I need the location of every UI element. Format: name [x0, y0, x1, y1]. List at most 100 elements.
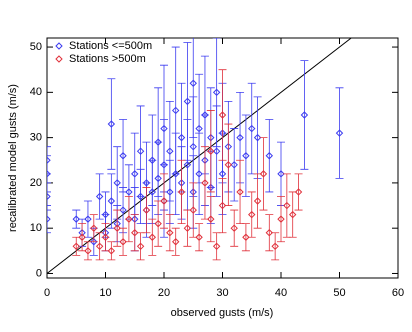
error-bar [335, 87, 344, 179]
data-point [90, 238, 98, 246]
error-bar [230, 128, 239, 202]
data-point [148, 188, 157, 196]
y-tick-label: 40 [30, 86, 42, 98]
data-point [101, 210, 110, 219]
error-bar [142, 187, 151, 234]
error-bar [47, 182, 51, 211]
data-point [271, 242, 279, 251]
error-bar [265, 214, 274, 252]
x-tick-label: 20 [158, 287, 170, 299]
data-point [47, 192, 51, 201]
data-point [78, 233, 86, 241]
data-point [212, 242, 221, 251]
data-point [253, 133, 262, 142]
data-point [113, 224, 121, 232]
data-point [101, 233, 110, 241]
data-point [90, 224, 98, 232]
data-point [119, 152, 127, 160]
data-point [95, 242, 104, 251]
data-point [131, 170, 139, 178]
data-point [154, 138, 162, 146]
legend-label: Stations >500m [69, 53, 146, 65]
data-point [84, 247, 92, 255]
data-point [248, 210, 256, 219]
error-bar [148, 218, 157, 256]
data-point [177, 188, 186, 196]
data-point [218, 111, 227, 119]
error-bar [154, 87, 163, 197]
data-point [171, 106, 180, 115]
data-point [259, 170, 268, 178]
data-point [166, 147, 174, 155]
x-tick-label: 10 [99, 287, 111, 299]
data-point [119, 206, 127, 214]
error-bar [265, 119, 274, 193]
data-point [72, 215, 80, 223]
legend-marker [55, 42, 63, 50]
error-bar [113, 209, 122, 247]
data-point [218, 170, 227, 178]
data-point [160, 161, 168, 169]
data-point [142, 179, 151, 187]
error-bar [300, 60, 309, 170]
data-point [95, 192, 104, 201]
data-point [154, 219, 162, 228]
data-point [277, 215, 285, 223]
data-point [283, 201, 291, 210]
data-point [218, 201, 227, 210]
data-point [195, 170, 203, 178]
data-point [171, 238, 180, 246]
error-bar [230, 209, 239, 247]
data-point [230, 224, 238, 232]
error-bar [130, 214, 139, 252]
x-tick-label: 40 [275, 287, 287, 299]
data-point [189, 206, 197, 214]
data-point [242, 152, 250, 160]
data-point [230, 161, 238, 169]
x-tick-label: 30 [216, 287, 228, 299]
data-point [84, 215, 92, 223]
y-tick-label: 30 [30, 132, 42, 144]
error-bar [277, 196, 285, 243]
error-bar [95, 232, 104, 261]
data-point [207, 215, 215, 223]
error-bar [177, 159, 186, 225]
data-point [107, 197, 116, 205]
data-point [107, 247, 116, 255]
y-tick-label: 20 [30, 177, 42, 189]
data-point [195, 124, 203, 133]
data-point [148, 156, 157, 164]
x-axis-label: observed gusts (m/s) [171, 307, 274, 319]
data-point [160, 197, 168, 205]
data-point [212, 147, 221, 155]
data-point [154, 174, 162, 183]
y-axis-label: recalibrated model gusts (m/s) [7, 84, 19, 232]
error-bar [148, 114, 157, 206]
legend-marker [55, 55, 63, 63]
y-tick-label: 0 [36, 267, 42, 279]
error-bar [294, 173, 303, 211]
data-point [119, 238, 127, 246]
data-point [212, 88, 221, 97]
error-bar [165, 214, 174, 252]
data-point [136, 147, 145, 155]
error-bar [72, 209, 81, 229]
data-point [265, 229, 274, 237]
data-point [300, 111, 309, 119]
data-point [195, 233, 203, 241]
error-bar [195, 223, 204, 252]
data-point [248, 124, 256, 133]
data-point [183, 224, 192, 232]
data-point [201, 111, 209, 119]
data-point [148, 233, 157, 241]
data-point [183, 161, 192, 169]
data-point [47, 215, 51, 223]
y-tick-label: 10 [30, 222, 42, 234]
error-bar [218, 69, 227, 161]
error-bar [189, 38, 198, 139]
legend-label: Stations <=500m [69, 40, 152, 52]
data-point [236, 188, 244, 196]
data-point [125, 188, 133, 196]
